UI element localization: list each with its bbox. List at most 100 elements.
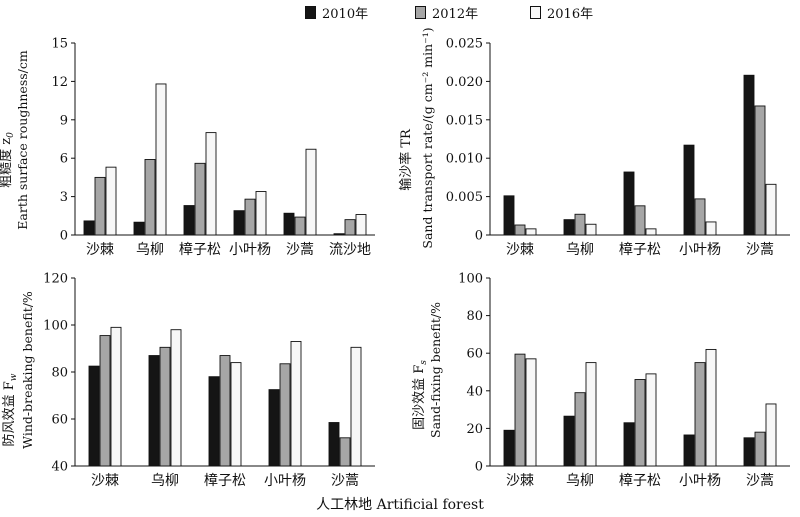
bar-2016-cat5 xyxy=(350,346,362,467)
bar-2016-cat1 xyxy=(110,326,122,467)
y-tick-label: 120 xyxy=(43,272,68,287)
bar-2010-cat3 xyxy=(623,422,635,467)
bar-2016-cat1 xyxy=(525,358,537,467)
bar-2016-cat5 xyxy=(765,403,777,467)
bar-2016-cat4 xyxy=(290,341,302,467)
bar-2016-cat2 xyxy=(585,362,597,467)
bar-2012-cat6 xyxy=(344,219,356,236)
bar-2010-cat4 xyxy=(683,434,695,467)
legend-item-2016: 2016年 xyxy=(530,4,594,22)
y-tick-label: 100 xyxy=(43,319,68,334)
bar-2016-cat4 xyxy=(705,348,717,467)
bar-2010-cat6 xyxy=(333,233,345,236)
y-tick-label: 40 xyxy=(466,384,483,399)
category-label: 小叶杨 xyxy=(264,473,306,489)
y-tick-label: 0.005 xyxy=(446,190,483,205)
bar-2016-cat2 xyxy=(170,329,182,467)
y-tick-label: 20 xyxy=(466,422,483,437)
bar-2012-cat2 xyxy=(144,159,156,236)
y-axis-title-en: Sand-fixing benefit/% xyxy=(428,302,443,438)
y-axis-title-en: Wind-breaking benefit/% xyxy=(20,291,35,449)
bar-2016-cat5 xyxy=(305,148,317,236)
bar-2016-cat3 xyxy=(645,373,657,467)
bar-2012-cat5 xyxy=(754,105,766,236)
bar-2016-cat5 xyxy=(765,183,777,236)
category-label: 小叶杨 xyxy=(679,242,721,258)
y-tick-label: 0.020 xyxy=(446,75,483,90)
bar-2010-cat4 xyxy=(268,389,280,467)
y-axis-title-en: Sand transport rate/(g cm⁻² min⁻¹) xyxy=(420,27,435,248)
bar-2010-cat3 xyxy=(183,205,195,236)
y-tick-label: 40 xyxy=(51,460,68,475)
bar-2012-cat3 xyxy=(194,162,206,236)
y-tick-label: 80 xyxy=(51,366,68,381)
category-label: 沙棘 xyxy=(91,473,119,489)
bar-2010-cat2 xyxy=(563,415,575,467)
bar-2010-cat3 xyxy=(208,376,220,467)
chart-panel-4: 0 20 40 60 80 100 沙棘 乌柳 樟子松 小叶杨 沙蒿 固沙效益 Fs Sand-fixi… xyxy=(412,272,790,489)
y-tick-label: 6 xyxy=(60,152,68,167)
category-label: 樟子松 xyxy=(619,472,661,489)
category-label: 乌柳 xyxy=(136,241,164,258)
bar-2016-cat1 xyxy=(105,166,117,236)
bar-2012-cat4 xyxy=(244,198,256,236)
legend-swatch-2010 xyxy=(305,5,316,19)
category-label: 小叶杨 xyxy=(679,473,721,489)
category-label: 乌柳 xyxy=(151,472,179,489)
legend-item-2012: 2012年 xyxy=(415,4,479,22)
legend-label-2012: 2012年 xyxy=(432,6,479,22)
bar-2012-cat2 xyxy=(574,213,586,236)
bar-2010-cat5 xyxy=(328,422,340,467)
bar-2016-cat3 xyxy=(205,132,217,236)
y-tick-label: 100 xyxy=(458,272,483,287)
bar-2012-cat2 xyxy=(574,392,586,467)
bar-2012-cat1 xyxy=(94,176,106,236)
category-label: 小叶杨 xyxy=(229,242,271,258)
y-axis-title-cn: 粗糙度 z0 xyxy=(0,132,16,188)
y-tick-label: 80 xyxy=(466,309,483,324)
bar-2010-cat2 xyxy=(563,219,575,236)
category-label: 沙棘 xyxy=(506,473,534,489)
bar-2012-cat3 xyxy=(219,355,231,467)
bar-2016-cat4 xyxy=(705,221,717,236)
y-tick-label: 12 xyxy=(51,75,68,90)
category-label: 乌柳 xyxy=(566,472,594,489)
bar-2012-cat4 xyxy=(694,198,706,236)
category-label: 沙蒿 xyxy=(746,473,774,489)
chart-panel-2: 0 0.005 0.010 0.015 0.020 0.025 沙棘 乌柳 樟子松 小叶杨 沙蒿 输沙… xyxy=(398,27,790,258)
bar-2012-cat1 xyxy=(514,224,526,236)
legend-item-2010: 2010年 xyxy=(305,4,368,22)
bar-2016-cat3 xyxy=(230,362,242,467)
y-tick-label: 0.010 xyxy=(446,152,483,167)
bar-2016-cat2 xyxy=(155,83,167,236)
bar-2012-cat5 xyxy=(294,216,306,236)
y-tick-label: 0.025 xyxy=(446,37,483,52)
bar-2012-cat2 xyxy=(159,346,171,467)
chart-panel-1: 0 3 6 9 12 15 沙棘 乌柳 樟子松 小叶杨 沙蒿 流沙地 粗糙度 z0 Earth surfa… xyxy=(0,37,375,258)
y-tick-label: 15 xyxy=(51,37,68,52)
category-label: 樟子松 xyxy=(179,241,221,258)
bar-2012-cat4 xyxy=(279,363,291,467)
bar-2010-cat1 xyxy=(503,429,515,467)
category-label: 沙蒿 xyxy=(746,242,774,258)
category-label: 流沙地 xyxy=(329,242,371,258)
bar-2016-cat6 xyxy=(355,214,367,236)
chart-panel-3: 40 60 80 100 120 沙棘 乌柳 樟子松 小叶杨 沙蒿 防风效益 Fw Wind-brea… xyxy=(1,272,375,489)
y-tick-label: 9 xyxy=(60,113,68,128)
y-tick-label: 60 xyxy=(466,347,483,362)
legend-label-2016: 2016年 xyxy=(547,6,594,22)
bar-2010-cat1 xyxy=(83,220,95,236)
y-tick-label: 0 xyxy=(60,229,68,244)
y-axis-title-cn: 固沙效益 Fs xyxy=(412,360,429,430)
legend: 2010年 2012年 2016年 xyxy=(0,0,800,22)
bar-2012-cat5 xyxy=(754,431,766,467)
bar-2016-cat4 xyxy=(255,191,267,236)
y-tick-label: 60 xyxy=(51,413,68,428)
bar-2010-cat4 xyxy=(683,144,695,236)
bar-2016-cat1 xyxy=(525,228,537,236)
y-tick-label: 0 xyxy=(475,460,483,475)
bar-2016-cat3 xyxy=(645,228,657,236)
bar-2012-cat4 xyxy=(694,362,706,467)
bar-2010-cat5 xyxy=(743,437,755,467)
